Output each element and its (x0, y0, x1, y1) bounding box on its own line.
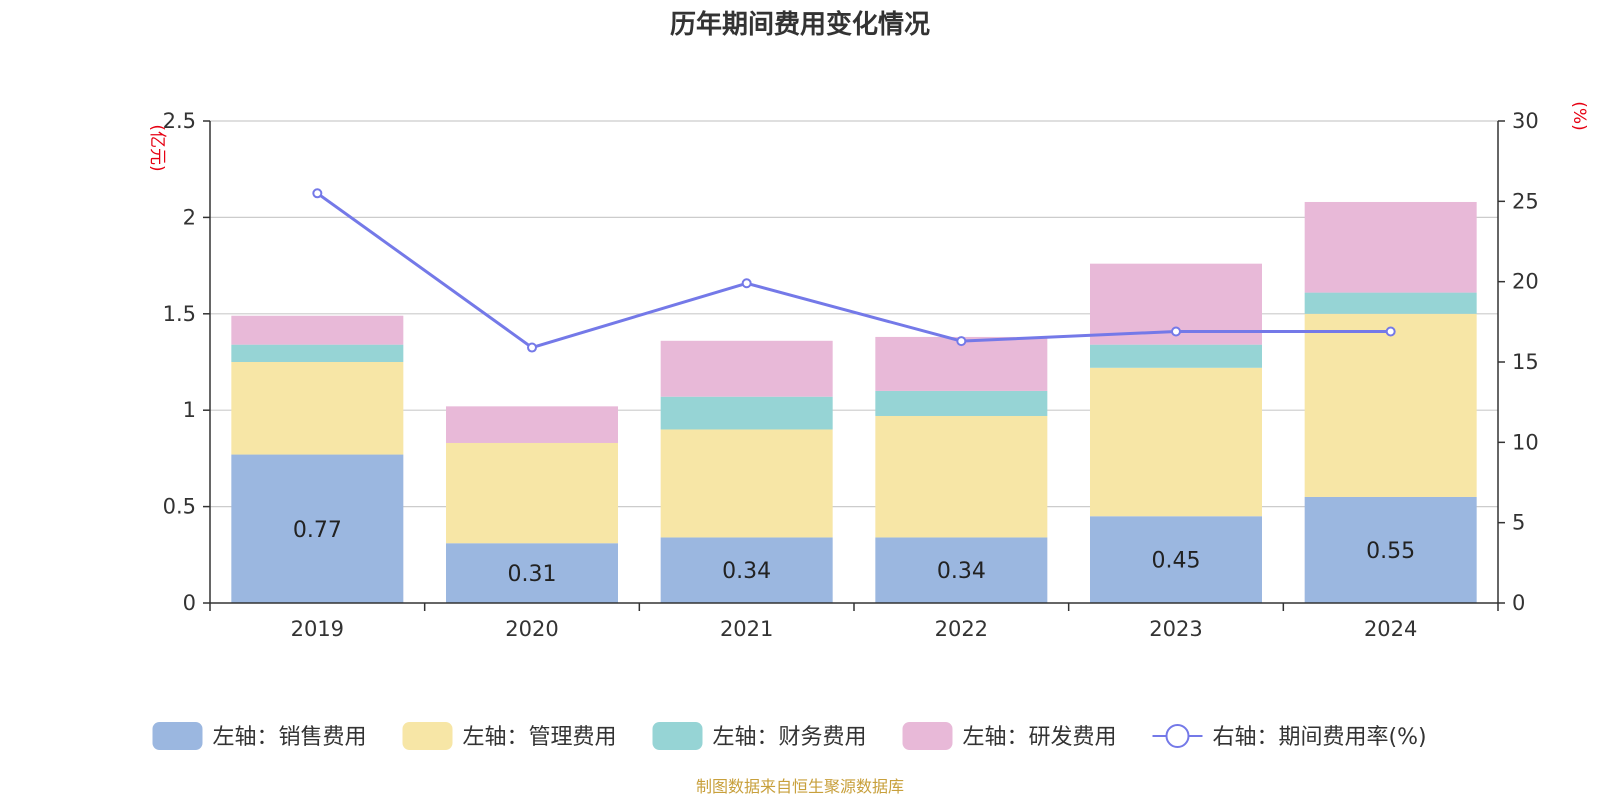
bar-segment (1090, 516, 1262, 603)
left-axis-tick-label: 1.5 (163, 302, 196, 326)
legend-swatch (152, 722, 203, 750)
bar-segment (1304, 201, 1477, 293)
bar-data-label: 0.77 (293, 518, 342, 543)
right-axis-tick-label: 30 (1512, 109, 1539, 133)
left-axis-unit: (亿元) (147, 124, 167, 171)
label-layer: 0.77 0.31 0.34 0.34 0.45 0.55 (293, 518, 1415, 587)
bar-segment (1304, 313, 1477, 497)
legend-swatch (902, 722, 953, 750)
grid-layer (210, 120, 1498, 508)
bar-segment (231, 344, 404, 362)
legend-item: 左轴：研发费用 (902, 722, 1117, 750)
left-axis-tick-label: 2 (183, 205, 196, 229)
bar-segment (660, 429, 833, 538)
bar-layer (231, 201, 1477, 603)
x-axis-tick-label: 2020 (505, 617, 558, 641)
rate-point (312, 188, 323, 199)
legend-swatch (402, 722, 453, 750)
right-axis-unit: (%) (1569, 101, 1589, 130)
x-axis-tick-label: 2023 (1149, 617, 1202, 641)
right-axis-tick-label: 20 (1512, 270, 1539, 294)
bar-segment (1090, 344, 1262, 368)
legend-item: 右轴：期间费用率(%) (1152, 724, 1427, 750)
chart-title: 历年期间费用变化情况 (670, 9, 930, 40)
bar-segment (231, 315, 404, 345)
rate-point (1385, 326, 1396, 337)
legend-label: 左轴：管理费用 (463, 725, 617, 750)
bar-segment (875, 537, 1048, 603)
legend-label: 左轴：财务费用 (713, 725, 867, 750)
bar-segment (1090, 367, 1262, 517)
bar-segment (660, 396, 833, 430)
left-axis-tick-label: 0 (183, 591, 196, 615)
bar-data-label: 0.45 (1152, 549, 1201, 574)
rate-point (956, 336, 967, 347)
line-layer (312, 188, 1396, 353)
x-axis-tick-label: 2021 (720, 617, 773, 641)
right-axis-tick-label: 10 (1512, 430, 1539, 454)
bar-segment (446, 543, 618, 603)
legend-marker (1165, 724, 1190, 748)
bar-segment (875, 415, 1048, 538)
bar-data-label: 0.31 (508, 562, 557, 587)
legend-label: 左轴：研发费用 (963, 725, 1117, 750)
bar-data-label: 0.34 (937, 559, 986, 584)
legend: 左轴：销售费用 左轴：管理费用 左轴：财务费用 左轴：研发费用 右轴：期间费用率(%) (152, 722, 1427, 750)
x-axis-tick-label: 2019 (291, 617, 344, 641)
bar-segment (1304, 496, 1477, 603)
left-axis-tick-label: 1 (183, 398, 196, 422)
axis-layer: 0 0.5 1 1.5 2 2.5 0 5 10 15 20 25 30 2019 2020 2021 2022… (163, 109, 1539, 641)
source-note: 制图数据来自恒生聚源数据库 (696, 777, 904, 796)
x-axis-tick-label: 2024 (1364, 617, 1417, 641)
left-axis-tick-label: 2.5 (163, 109, 196, 133)
bar-segment (660, 340, 833, 397)
bar-segment (231, 454, 404, 603)
rate-point (1171, 326, 1181, 337)
bar-segment (446, 406, 618, 443)
rate-point (527, 342, 537, 353)
rate-point (741, 278, 752, 289)
legend-item: 左轴：财务费用 (652, 722, 867, 750)
bar-segment (231, 362, 404, 455)
right-axis-tick-label: 5 (1512, 511, 1525, 535)
bar-data-label: 0.34 (722, 559, 771, 584)
bar-segment (1304, 292, 1477, 314)
bar-segment (660, 537, 833, 603)
x-axis-tick-label: 2022 (935, 617, 988, 641)
left-axis-tick-label: 0.5 (163, 495, 196, 519)
rate-line (316, 192, 1391, 350)
legend-swatch (652, 722, 703, 750)
legend-item: 左轴：销售费用 (152, 722, 367, 750)
right-axis-tick-label: 15 (1512, 350, 1539, 374)
legend-label: 右轴：期间费用率(%) (1213, 725, 1427, 750)
bar-data-label: 0.55 (1366, 539, 1415, 564)
legend-label: 左轴：销售费用 (213, 725, 367, 750)
legend-item: 左轴：管理费用 (402, 722, 617, 750)
right-axis-tick-label: 0 (1512, 591, 1525, 615)
bar-segment (446, 442, 618, 544)
bar-segment (875, 390, 1048, 416)
right-axis-tick-label: 25 (1512, 189, 1539, 213)
